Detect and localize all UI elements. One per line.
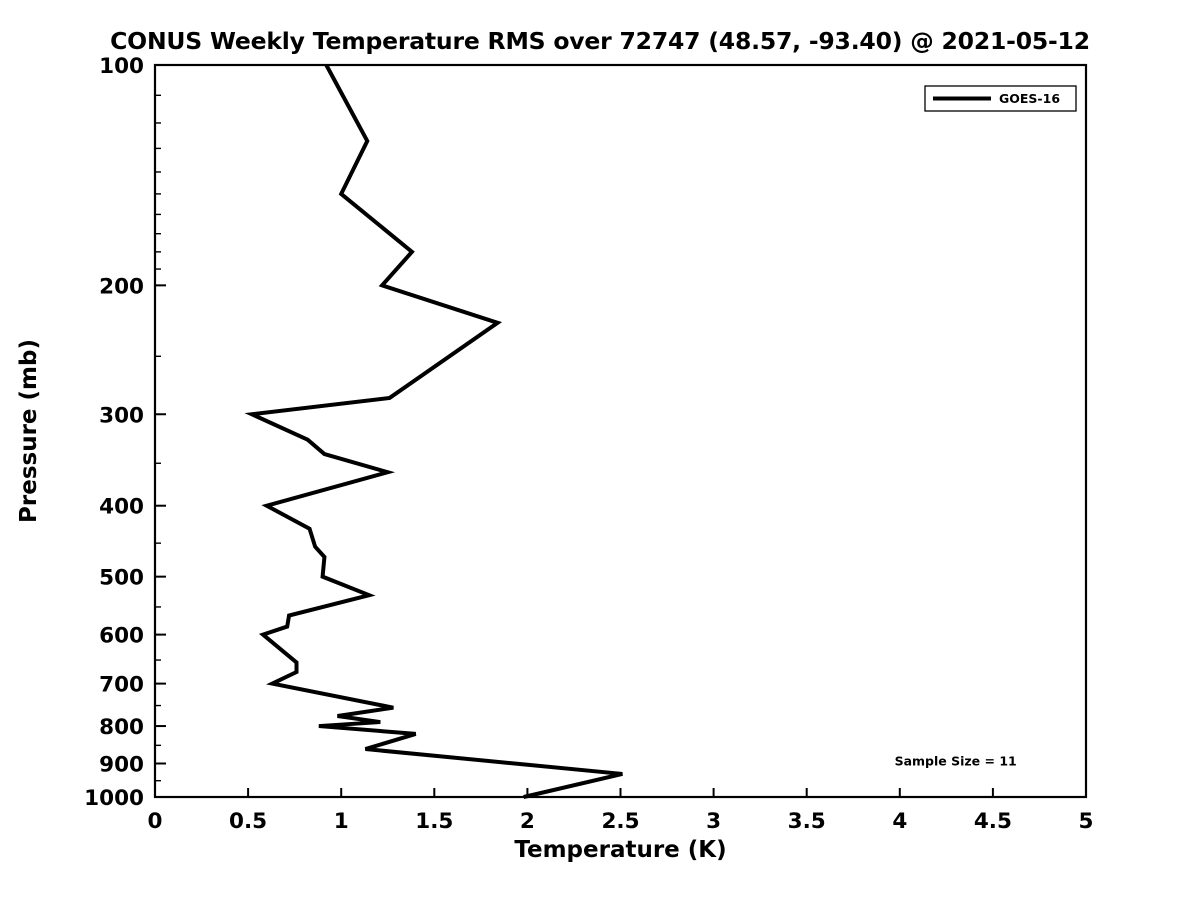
y-tick-label: 100 xyxy=(99,54,144,79)
legend-label-goes-16: GOES-16 xyxy=(999,91,1060,106)
x-tick-label: 1.5 xyxy=(415,809,453,834)
x-axis-ticks xyxy=(154,788,1087,797)
x-tick-label: 2.5 xyxy=(601,809,639,834)
legend[interactable]: GOES-16 xyxy=(924,85,1077,112)
y-tick-label: 900 xyxy=(99,753,144,778)
x-tick-label: 0.5 xyxy=(229,809,267,834)
y-tick-label: 200 xyxy=(99,274,144,299)
y-tick-label: 600 xyxy=(99,624,144,649)
y-axis-ticks xyxy=(155,64,166,798)
x-tick-label: 4.5 xyxy=(974,809,1012,834)
plot-frame xyxy=(153,63,1088,799)
y-axis-label: Pressure (mb) xyxy=(16,339,42,523)
y-axis-tick-labels: 100 200 300 400 500 600 700 800 900 1000 xyxy=(84,54,144,811)
x-tick-label: 2 xyxy=(520,809,535,834)
x-tick-label: 3 xyxy=(706,809,721,834)
x-tick-label: 5 xyxy=(1079,809,1094,834)
data-series-group xyxy=(244,64,623,799)
y-tick-label: 1000 xyxy=(84,786,144,811)
x-tick-label: 0 xyxy=(148,809,163,834)
y-tick-label: 800 xyxy=(99,715,144,740)
y-tick-label: 500 xyxy=(99,566,144,591)
sample-size-annotation: Sample Size = 11 xyxy=(895,753,1017,768)
page-title: CONUS Weekly Temperature RMS over 72747 … xyxy=(110,27,1090,55)
data-line-goes-16 xyxy=(244,64,623,799)
x-tick-label: 1 xyxy=(334,809,349,834)
x-axis-tick-labels: 0 0.5 1 1.5 2 2.5 3 3.5 4 4.5 5 xyxy=(148,809,1094,834)
x-tick-label: 4 xyxy=(892,809,907,834)
y-tick-label: 700 xyxy=(99,673,144,698)
x-tick-label: 3.5 xyxy=(788,809,826,834)
y-tick-label: 400 xyxy=(99,495,144,520)
y-tick-label: 300 xyxy=(99,403,144,428)
x-axis-label: Temperature (K) xyxy=(514,837,726,863)
